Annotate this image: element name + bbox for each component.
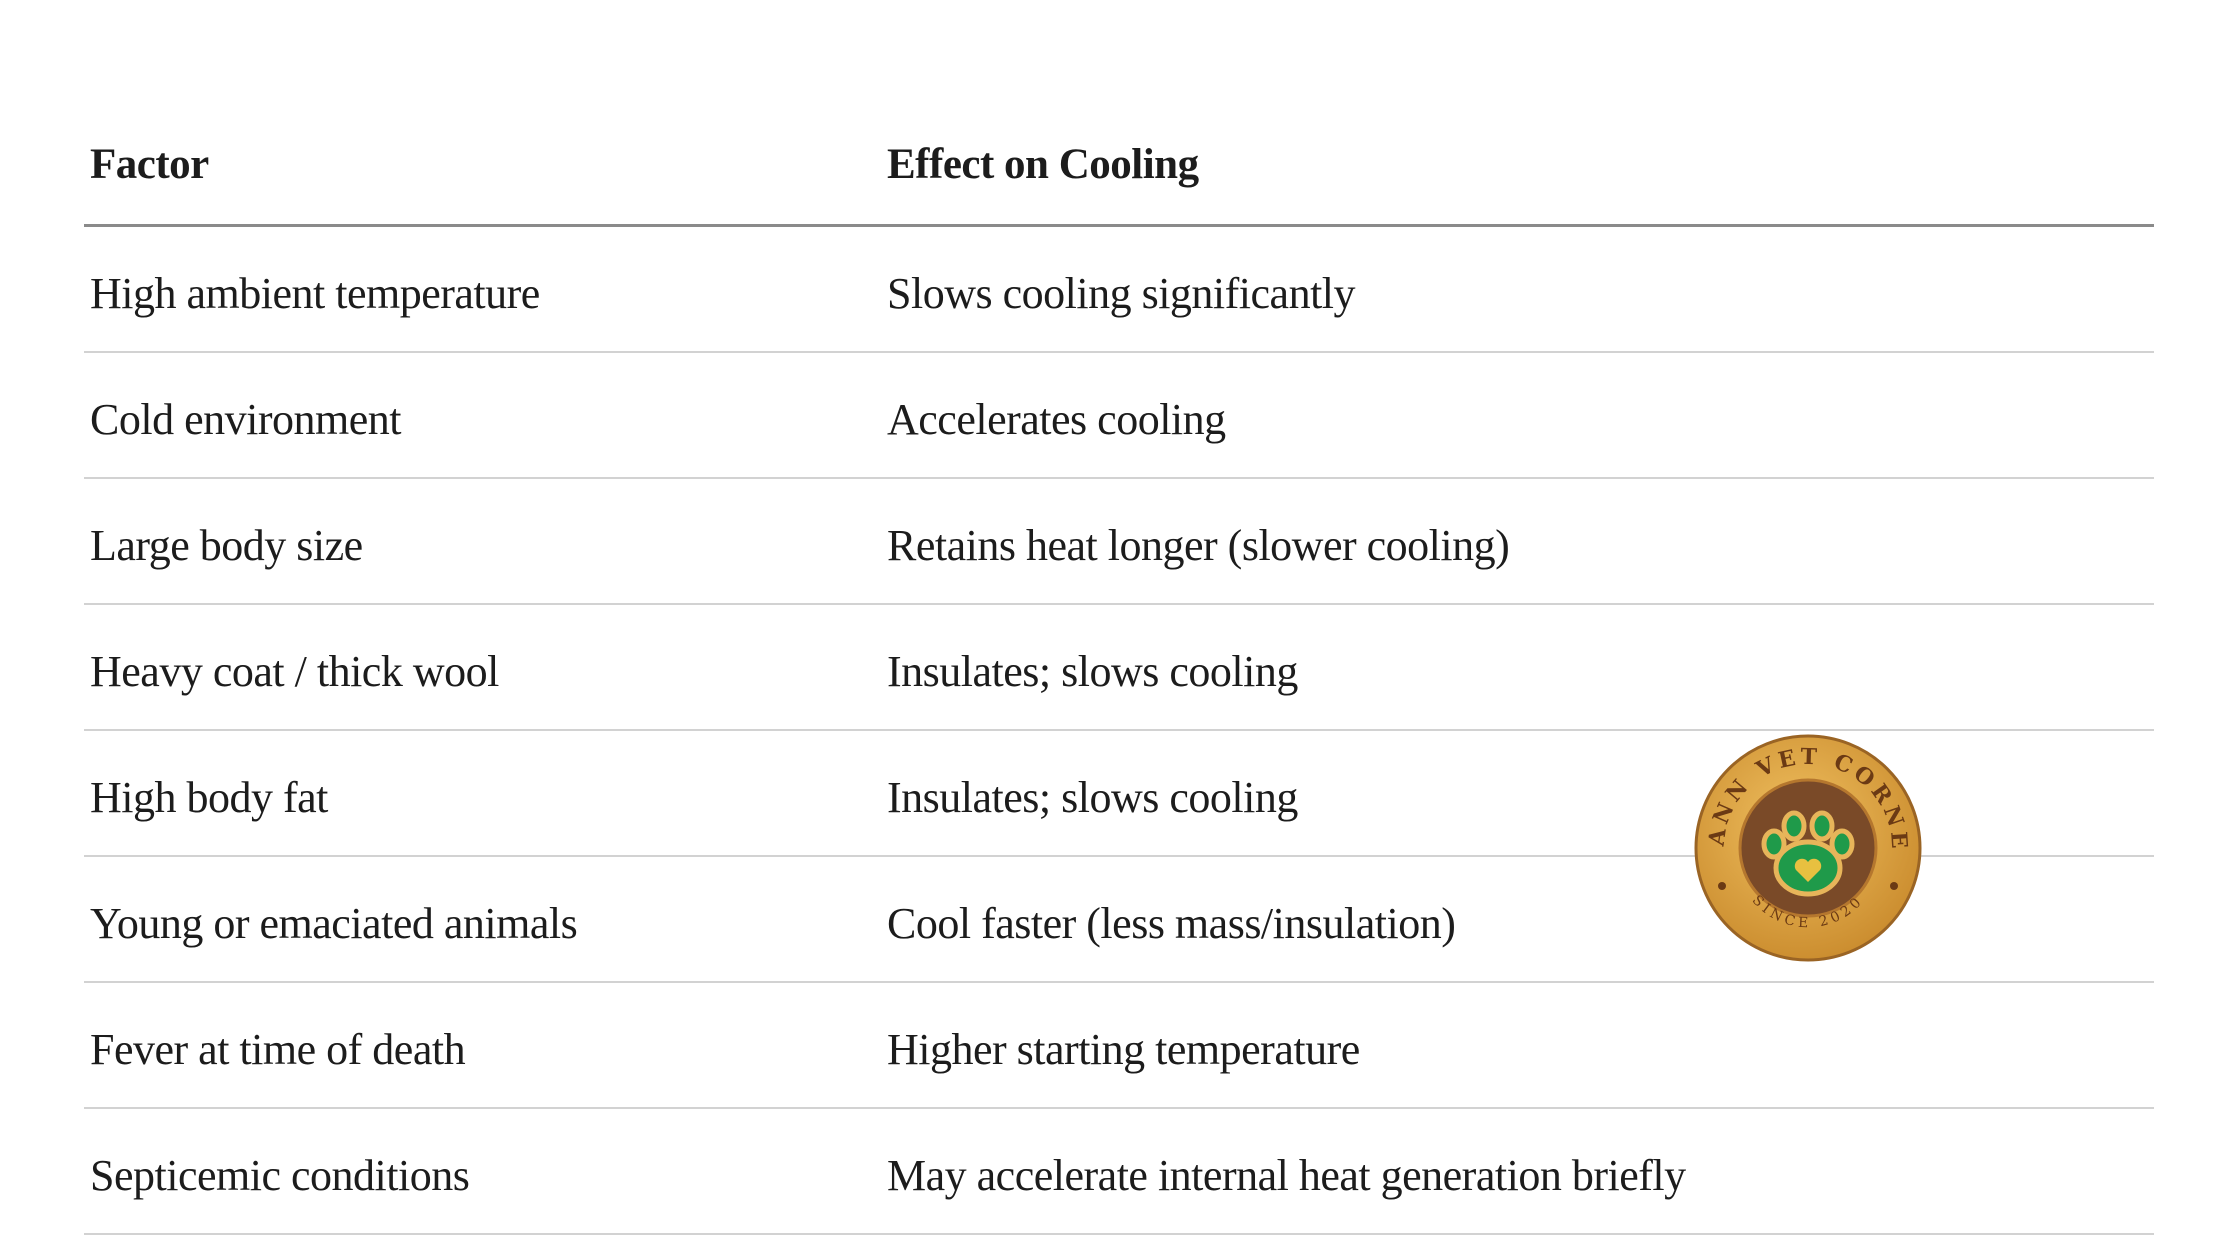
- effect-cell: Higher starting temperature: [887, 1024, 1360, 1074]
- factor-cell: Heavy coat / thick wool: [90, 646, 499, 696]
- table-row: Young or emaciated animals Cool faster (l…: [84, 857, 2154, 983]
- table-header: Factor Effect on Cooling: [84, 100, 2154, 227]
- heart-icon: [1794, 858, 1822, 882]
- effect-cell: Insulates; slows cooling: [887, 646, 1298, 696]
- factor-cell: Fever at time of death: [90, 1024, 466, 1074]
- effect-cell: Retains heat longer (slower cooling): [887, 520, 1510, 570]
- table-row: High body fat Insulates; slows cooling: [84, 731, 2154, 857]
- header-factor: Factor: [90, 140, 209, 188]
- mann-vet-corner-logo: MANN VET CORNER SINCE 2020: [1694, 734, 1922, 962]
- factor-cell: High ambient temperature: [90, 268, 540, 318]
- table-row: Septicemic conditions May accelerate inte…: [84, 1109, 2154, 1235]
- table-row: Cold environment Accelerates cooling: [84, 353, 2154, 479]
- factor-cell: High body fat: [90, 772, 328, 822]
- effect-cell: Cool faster (less mass/insulation): [887, 898, 1456, 948]
- factor-cell: Cold environment: [90, 394, 401, 444]
- factor-cell: Young or emaciated animals: [90, 898, 578, 948]
- table-row: Heavy coat / thick wool Insulates; slows …: [84, 605, 2154, 731]
- table-row: Fever at time of death Higher starting te…: [84, 983, 2154, 1109]
- factor-cell: Large body size: [90, 520, 363, 570]
- table-row: High ambient temperature Slows cooling si…: [84, 227, 2154, 353]
- effect-cell: Insulates; slows cooling: [887, 772, 1298, 822]
- effect-cell: Slows cooling significantly: [887, 268, 1356, 318]
- cooling-factors-table: Factor Effect on Cooling High ambient te…: [84, 100, 2154, 1235]
- effect-cell: Accelerates cooling: [887, 394, 1226, 444]
- factor-cell: Septicemic conditions: [90, 1150, 470, 1200]
- effect-cell: May accelerate internal heat generation …: [887, 1150, 1686, 1200]
- header-effect: Effect on Cooling: [887, 140, 1199, 188]
- table-row: Large body size Retains heat longer (slow…: [84, 479, 2154, 605]
